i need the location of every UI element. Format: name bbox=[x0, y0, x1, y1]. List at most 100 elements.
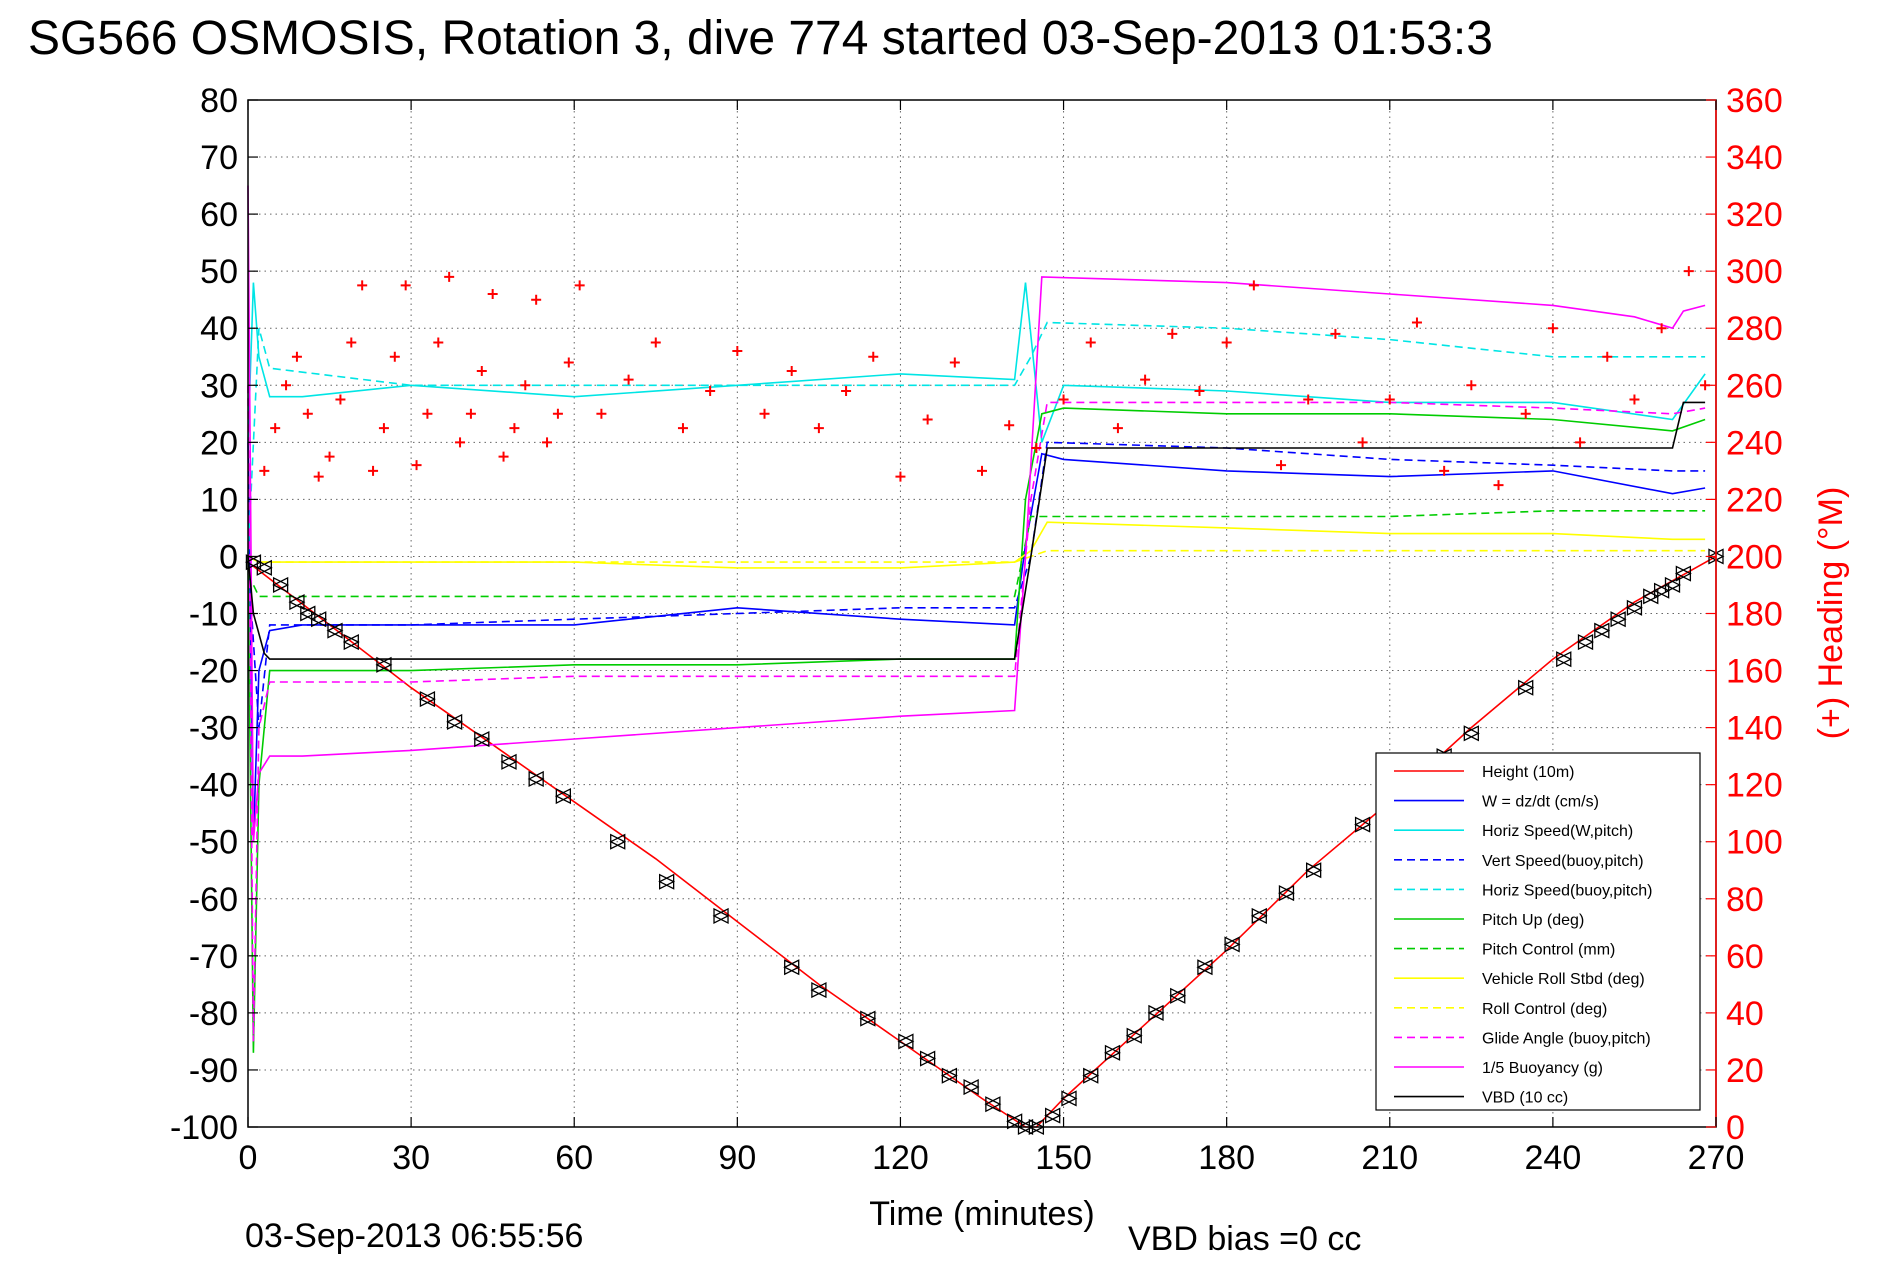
y-tick-label: -60 bbox=[189, 881, 238, 919]
heading-point bbox=[498, 451, 509, 462]
depth-marker bbox=[962, 1079, 979, 1096]
depth-marker bbox=[500, 753, 517, 770]
legend-label-1: W = dz/dt (cm/s) bbox=[1482, 794, 1599, 811]
heading-point bbox=[1085, 337, 1096, 348]
depth-marker bbox=[1082, 1067, 1099, 1084]
heading-point bbox=[281, 380, 292, 391]
depth-marker bbox=[1223, 936, 1240, 953]
heading-point bbox=[1602, 351, 1613, 362]
x-tick-label: 240 bbox=[1525, 1139, 1582, 1177]
legend-label-11: VBD (10 cc) bbox=[1482, 1090, 1568, 1107]
y-tick-label: 10 bbox=[200, 481, 238, 519]
depth-marker bbox=[1305, 862, 1322, 879]
y-tick-label: -10 bbox=[189, 596, 238, 634]
heading-point bbox=[259, 465, 270, 476]
y2-tick-label: 60 bbox=[1726, 938, 1764, 976]
series-line-8 bbox=[247, 549, 1706, 563]
depth-marker bbox=[810, 982, 827, 999]
depth-marker bbox=[375, 656, 392, 673]
depth-marker bbox=[712, 907, 729, 924]
heading-point bbox=[389, 351, 400, 362]
heading-point bbox=[759, 408, 770, 419]
series-line-9 bbox=[247, 385, 1706, 1042]
x-axis-label: Time (minutes) bbox=[869, 1195, 1094, 1233]
series-line-11 bbox=[247, 401, 1706, 660]
depth-marker bbox=[609, 833, 626, 850]
heading-point bbox=[520, 380, 531, 391]
y2-tick-label: 40 bbox=[1726, 995, 1764, 1033]
depth-marker bbox=[1125, 1027, 1142, 1044]
x-tick-label: 0 bbox=[239, 1139, 258, 1177]
heading-point bbox=[813, 423, 824, 434]
depth-marker bbox=[1462, 725, 1479, 742]
depth-marker bbox=[326, 622, 343, 639]
y2-tick-label: 160 bbox=[1726, 653, 1783, 691]
heading-point bbox=[705, 385, 716, 396]
heading-point bbox=[411, 460, 422, 471]
y-tick-label: 50 bbox=[200, 253, 238, 291]
heading-point bbox=[324, 451, 335, 462]
y-axis-ticks: 80 70 60 50 40 30 20 10 0 -10 -20 -30 -40 -50 -60 -70 -8… bbox=[170, 82, 258, 1147]
x-tick-label: 60 bbox=[555, 1139, 593, 1177]
y-tick-label: -40 bbox=[189, 767, 238, 805]
depth-marker bbox=[1517, 679, 1534, 696]
depth-marker bbox=[272, 576, 289, 594]
plot-lines bbox=[247, 185, 1717, 1128]
heading-point bbox=[433, 337, 444, 348]
y-tick-label: -90 bbox=[189, 1052, 238, 1090]
depth-marker bbox=[418, 691, 436, 708]
heading-point bbox=[922, 414, 933, 425]
depth-marker bbox=[659, 873, 676, 890]
y-tick-label: 20 bbox=[200, 424, 238, 462]
depth-marker bbox=[1104, 1044, 1121, 1061]
heading-point bbox=[270, 423, 281, 434]
y-tick-label: -70 bbox=[189, 938, 238, 976]
heading-point bbox=[977, 465, 987, 476]
heading-point bbox=[291, 351, 302, 362]
heading-point bbox=[1330, 328, 1341, 339]
x-tick-label: 150 bbox=[1035, 1139, 1092, 1177]
depth-marker bbox=[897, 1033, 914, 1050]
y2-tick-label: 20 bbox=[1726, 1052, 1764, 1090]
y2-tick-label: 340 bbox=[1726, 139, 1783, 177]
depth-marker bbox=[1060, 1090, 1077, 1107]
x-axis-ticks: 0 30 60 90 120 150 180 210 240 270 bbox=[239, 100, 1745, 1177]
heading-point bbox=[650, 337, 661, 348]
heading-point bbox=[1221, 337, 1232, 348]
y-tick-label: -30 bbox=[189, 710, 238, 748]
heading-point bbox=[1384, 394, 1395, 405]
heading-point bbox=[623, 374, 634, 385]
depth-marker bbox=[554, 788, 571, 805]
y2-axis-ticks: 3603403203002802602402202001801601401201… bbox=[1706, 82, 1783, 1147]
heading-point bbox=[465, 408, 476, 419]
depth-marker bbox=[1126, 1027, 1143, 1044]
y2-axis-label: (+) Heading (°M) bbox=[1812, 487, 1850, 740]
heading-point bbox=[841, 385, 852, 396]
heading-point bbox=[531, 294, 542, 305]
depth-marker bbox=[1555, 651, 1572, 668]
y2-tick-label: 240 bbox=[1726, 424, 1783, 462]
x-tick-label: 120 bbox=[872, 1139, 929, 1177]
depth-marker bbox=[1593, 622, 1610, 639]
heading-point bbox=[1167, 328, 1178, 339]
heading-point bbox=[422, 408, 433, 419]
x-tick-label: 210 bbox=[1361, 1139, 1418, 1177]
x-tick-label: 270 bbox=[1688, 1139, 1745, 1177]
series-line-2 bbox=[247, 282, 1706, 443]
y2-tick-label: 320 bbox=[1726, 196, 1783, 234]
depth-marker bbox=[342, 633, 359, 651]
heading-point bbox=[1303, 394, 1314, 405]
heading-point bbox=[542, 437, 553, 448]
legend-label-3: Vert Speed(buoy,pitch) bbox=[1482, 853, 1644, 870]
y2-tick-label: 80 bbox=[1726, 881, 1764, 919]
heading-point bbox=[1575, 437, 1586, 448]
legend-label-10: 1/5 Buoyancy (g) bbox=[1482, 1060, 1603, 1077]
heading-point bbox=[346, 337, 357, 348]
heading-point bbox=[487, 288, 498, 299]
legend-label-0: Height (10m) bbox=[1482, 764, 1574, 781]
legend-label-4: Horiz Speed(buoy,pitch) bbox=[1482, 882, 1652, 899]
heading-point bbox=[1058, 394, 1069, 405]
y2-tick-label: 200 bbox=[1726, 538, 1783, 576]
y-tick-label: 0 bbox=[219, 538, 238, 576]
